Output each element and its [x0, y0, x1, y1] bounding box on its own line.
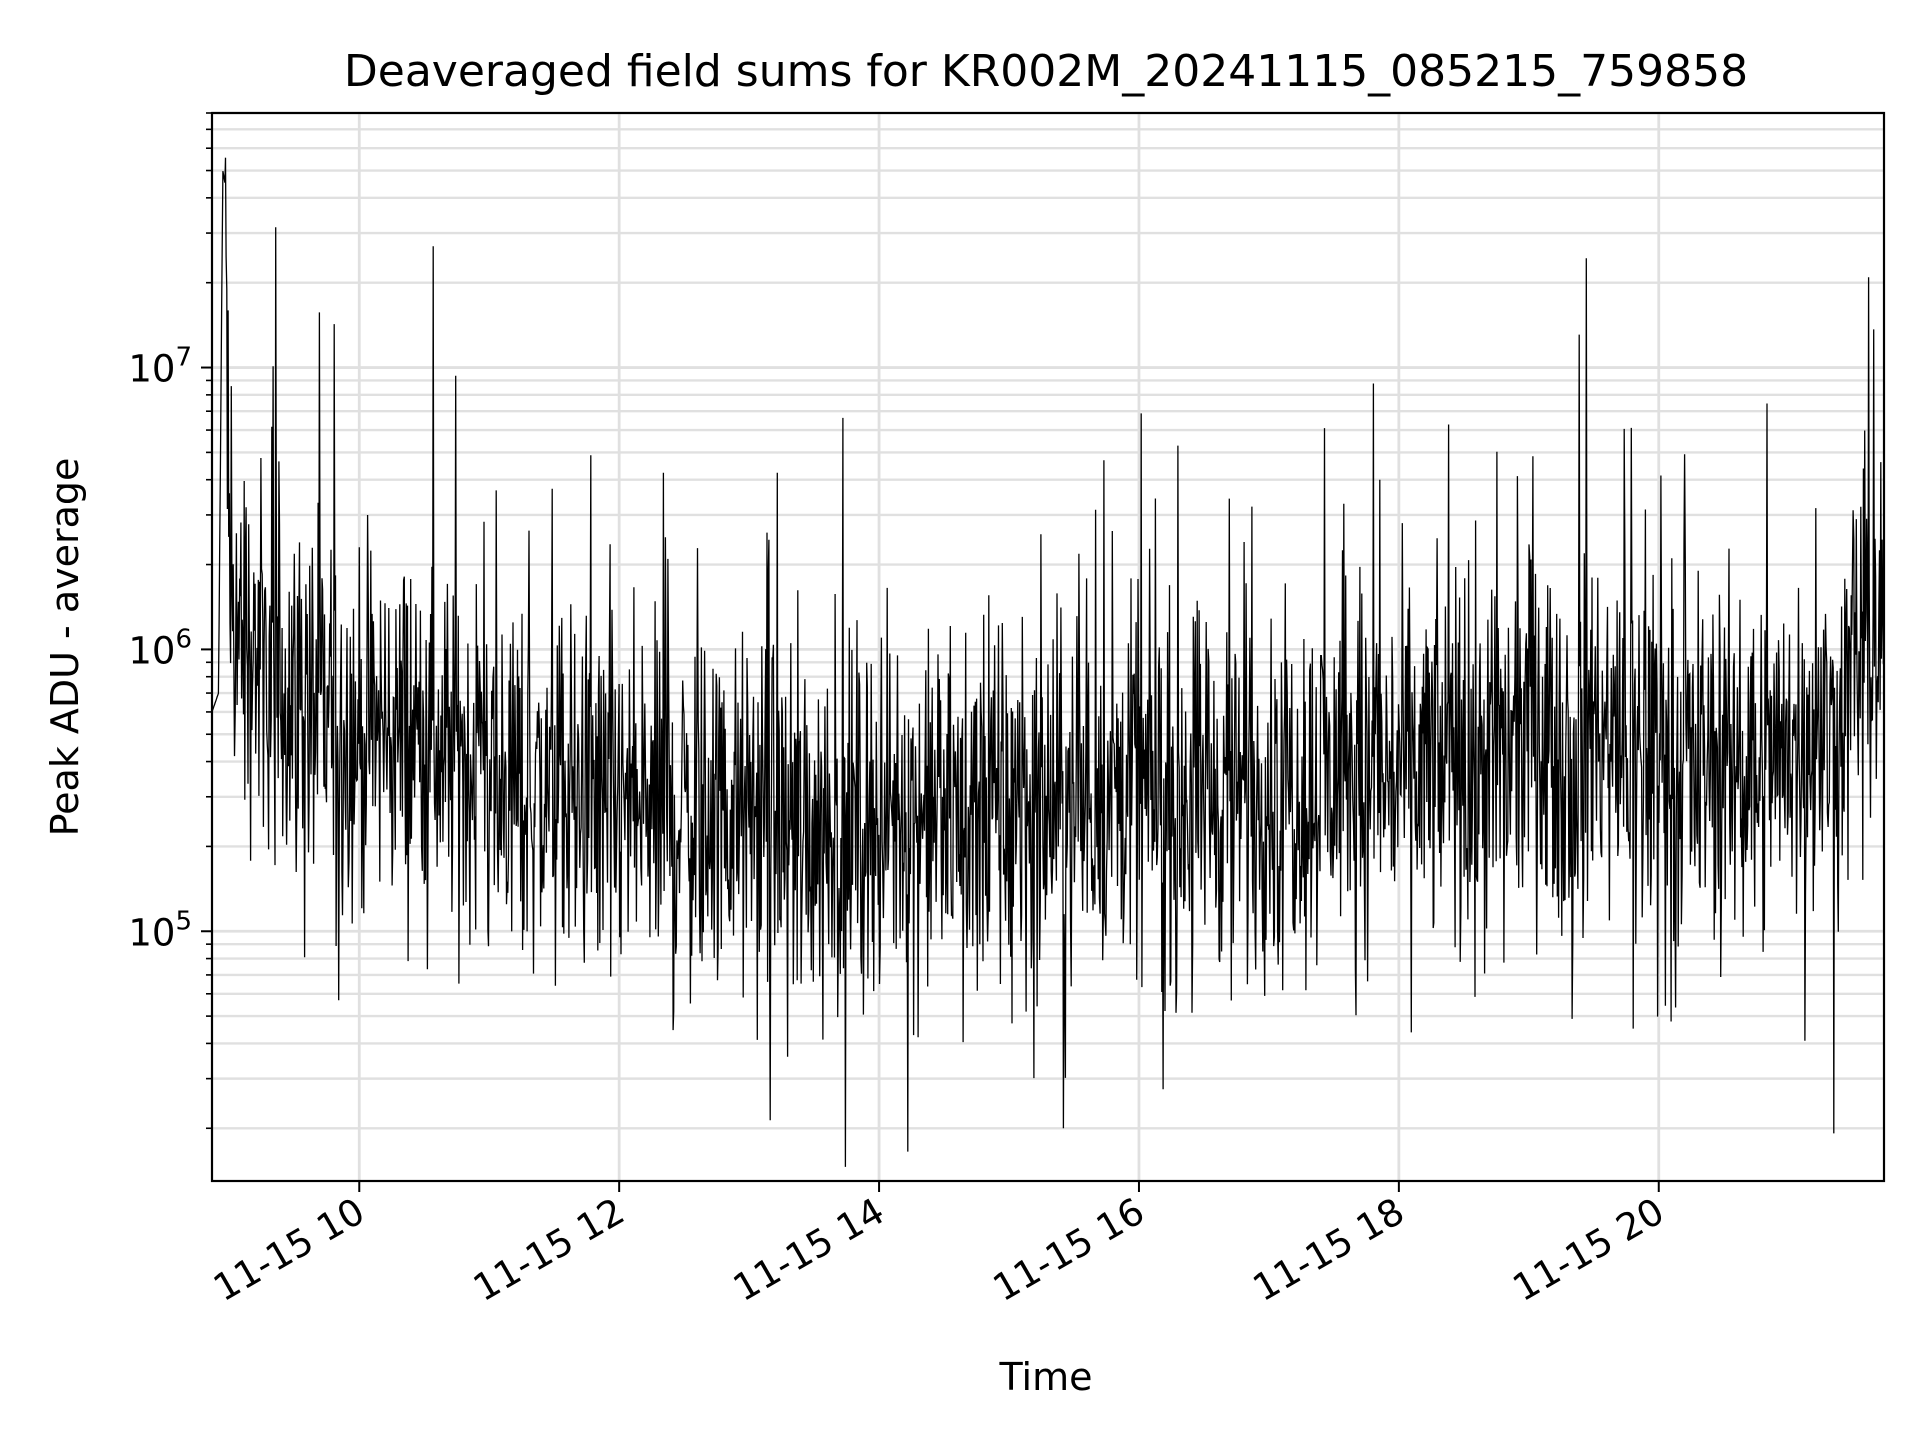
x-tick-label: 11-15 18 [1246, 1190, 1412, 1310]
series-line [212, 157, 1884, 1167]
x-axis: 11-15 10 11-15 12 11-15 14 11-15 16 11-15 18… [206, 1181, 1671, 1310]
plot-frame [210, 111, 1886, 1183]
y-tick-label: 107 [128, 343, 192, 391]
x-tick-label: 11-15 20 [1506, 1190, 1672, 1310]
y-tick-label: 106 [128, 624, 192, 672]
series-layer [212, 157, 1884, 1167]
x-tick-label: 11-15 12 [466, 1190, 632, 1310]
x-tick-label: 11-15 16 [986, 1190, 1152, 1310]
y-axis-label: Peak ADU - average [43, 458, 87, 837]
chart-title: Deaveraged field sums for KR002M_2024111… [344, 46, 1748, 97]
x-tick-label: 11-15 10 [206, 1190, 372, 1310]
y-axis: 105 106 107 [128, 112, 212, 1130]
y-tick-label: 105 [128, 906, 192, 954]
x-tick-label: 11-15 14 [726, 1190, 892, 1310]
x-axis-label: Time [999, 1355, 1093, 1399]
